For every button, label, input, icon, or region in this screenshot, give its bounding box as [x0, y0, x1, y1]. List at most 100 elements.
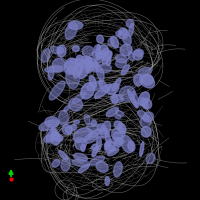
Ellipse shape [84, 114, 90, 124]
Ellipse shape [118, 123, 126, 134]
Ellipse shape [92, 147, 98, 157]
Ellipse shape [94, 45, 101, 51]
Ellipse shape [99, 80, 108, 92]
Ellipse shape [89, 156, 105, 165]
Ellipse shape [64, 58, 77, 74]
Ellipse shape [51, 131, 58, 139]
Ellipse shape [84, 57, 91, 64]
Ellipse shape [105, 177, 109, 185]
Ellipse shape [115, 59, 126, 68]
Ellipse shape [65, 23, 77, 40]
Ellipse shape [51, 128, 59, 139]
Ellipse shape [73, 128, 92, 143]
Ellipse shape [98, 51, 109, 59]
Ellipse shape [114, 121, 122, 129]
Ellipse shape [79, 164, 90, 172]
Ellipse shape [74, 153, 88, 161]
Ellipse shape [75, 59, 89, 70]
Ellipse shape [73, 46, 79, 52]
Ellipse shape [43, 135, 56, 143]
Ellipse shape [71, 124, 77, 130]
Ellipse shape [72, 92, 86, 104]
Ellipse shape [143, 112, 154, 122]
Ellipse shape [57, 45, 66, 57]
Ellipse shape [52, 58, 65, 72]
Ellipse shape [92, 51, 100, 60]
Ellipse shape [108, 38, 114, 46]
Ellipse shape [110, 95, 124, 103]
Ellipse shape [59, 111, 68, 126]
Ellipse shape [46, 129, 56, 141]
Ellipse shape [87, 81, 103, 91]
Ellipse shape [73, 63, 83, 78]
Ellipse shape [72, 159, 89, 167]
Ellipse shape [140, 74, 155, 88]
Ellipse shape [97, 124, 106, 132]
Ellipse shape [61, 157, 70, 171]
Ellipse shape [112, 94, 118, 104]
Ellipse shape [59, 151, 68, 159]
Ellipse shape [74, 120, 79, 124]
Ellipse shape [140, 98, 148, 109]
Ellipse shape [128, 90, 137, 108]
Ellipse shape [128, 141, 135, 151]
Ellipse shape [64, 106, 70, 112]
Ellipse shape [111, 36, 119, 48]
Ellipse shape [87, 124, 108, 134]
Ellipse shape [106, 108, 119, 117]
Ellipse shape [105, 143, 111, 147]
Ellipse shape [118, 30, 128, 39]
Ellipse shape [50, 46, 60, 54]
Ellipse shape [41, 49, 50, 62]
Ellipse shape [48, 66, 54, 80]
Ellipse shape [100, 121, 111, 138]
Ellipse shape [141, 127, 151, 137]
Ellipse shape [79, 57, 92, 78]
Ellipse shape [81, 56, 98, 68]
Ellipse shape [119, 28, 127, 35]
Ellipse shape [45, 117, 59, 127]
Ellipse shape [114, 162, 122, 177]
Ellipse shape [58, 47, 64, 53]
Ellipse shape [108, 148, 119, 156]
Ellipse shape [99, 45, 108, 55]
Ellipse shape [121, 135, 133, 153]
Ellipse shape [84, 132, 98, 143]
Ellipse shape [106, 145, 116, 151]
Ellipse shape [104, 141, 114, 153]
Ellipse shape [89, 62, 99, 66]
Ellipse shape [138, 67, 151, 76]
Ellipse shape [76, 55, 83, 64]
Ellipse shape [95, 54, 104, 64]
Ellipse shape [103, 48, 111, 57]
Ellipse shape [105, 131, 111, 147]
Ellipse shape [89, 129, 101, 138]
Ellipse shape [107, 57, 111, 66]
Ellipse shape [126, 19, 134, 28]
Ellipse shape [81, 83, 94, 99]
Ellipse shape [75, 138, 86, 150]
Ellipse shape [111, 128, 125, 140]
Ellipse shape [132, 91, 139, 107]
Ellipse shape [120, 44, 132, 56]
Ellipse shape [69, 98, 83, 111]
Ellipse shape [96, 65, 104, 81]
Ellipse shape [53, 133, 63, 141]
Ellipse shape [66, 66, 80, 89]
Ellipse shape [121, 65, 129, 75]
Ellipse shape [89, 76, 96, 89]
Ellipse shape [96, 136, 101, 150]
Ellipse shape [68, 21, 83, 30]
Ellipse shape [111, 138, 125, 144]
Ellipse shape [140, 116, 151, 127]
Ellipse shape [115, 55, 127, 63]
Ellipse shape [134, 49, 144, 56]
Ellipse shape [81, 144, 85, 151]
Ellipse shape [138, 110, 149, 120]
Ellipse shape [96, 161, 108, 172]
Ellipse shape [52, 159, 60, 167]
Ellipse shape [95, 84, 111, 98]
Ellipse shape [116, 110, 124, 116]
Ellipse shape [86, 64, 93, 73]
Ellipse shape [82, 46, 94, 57]
